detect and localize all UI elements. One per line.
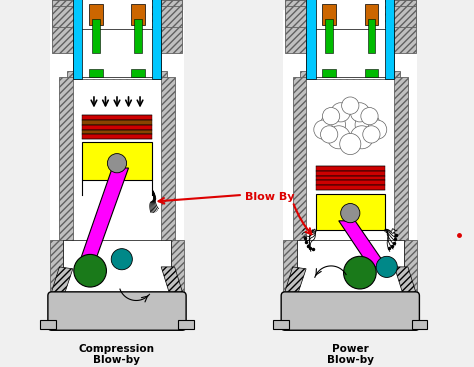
Circle shape <box>320 126 338 143</box>
Bar <box>301 71 400 79</box>
Circle shape <box>342 97 359 114</box>
Bar <box>82 120 152 125</box>
Bar <box>171 240 184 298</box>
Bar <box>297 240 404 298</box>
FancyBboxPatch shape <box>365 69 378 77</box>
Circle shape <box>367 120 387 139</box>
Bar <box>306 29 394 77</box>
Bar <box>82 0 152 79</box>
Polygon shape <box>394 267 418 298</box>
Circle shape <box>320 112 346 137</box>
Circle shape <box>361 108 378 125</box>
Circle shape <box>327 126 350 149</box>
FancyBboxPatch shape <box>322 69 336 77</box>
Text: Compression
Blow-by: Compression Blow-by <box>79 344 155 365</box>
Bar <box>82 134 152 139</box>
Polygon shape <box>81 168 128 259</box>
Bar <box>89 4 102 25</box>
Bar <box>131 4 145 25</box>
Bar <box>67 71 167 79</box>
Circle shape <box>350 103 370 122</box>
Text: Blow By: Blow By <box>245 192 294 202</box>
Circle shape <box>314 120 333 139</box>
Bar <box>161 0 182 53</box>
Bar <box>273 320 289 329</box>
FancyBboxPatch shape <box>89 69 102 77</box>
Bar <box>316 166 385 171</box>
Bar <box>316 181 385 185</box>
Bar <box>412 320 427 329</box>
Bar <box>394 0 416 53</box>
Bar <box>50 10 184 326</box>
Bar <box>365 4 378 25</box>
Circle shape <box>331 103 350 122</box>
Circle shape <box>363 126 380 143</box>
FancyBboxPatch shape <box>131 69 145 77</box>
Bar <box>285 0 416 27</box>
Bar <box>82 142 152 181</box>
Bar <box>40 320 55 329</box>
Circle shape <box>350 126 374 149</box>
Circle shape <box>335 106 365 137</box>
Circle shape <box>355 112 380 137</box>
Circle shape <box>108 154 127 173</box>
Bar <box>316 0 385 79</box>
Bar <box>325 19 333 53</box>
Bar <box>394 77 408 269</box>
Bar <box>52 0 182 27</box>
Bar <box>292 77 306 269</box>
Bar <box>322 4 336 25</box>
Circle shape <box>376 256 397 277</box>
Bar <box>73 29 161 77</box>
Bar <box>306 0 316 79</box>
FancyBboxPatch shape <box>281 292 419 330</box>
Circle shape <box>341 204 360 223</box>
Circle shape <box>74 254 107 287</box>
Bar <box>134 19 142 53</box>
Bar <box>316 194 385 230</box>
Bar <box>316 176 385 181</box>
Polygon shape <box>50 267 73 298</box>
Bar <box>52 6 182 27</box>
Text: Power
Blow-by: Power Blow-by <box>327 344 374 365</box>
Circle shape <box>344 256 376 289</box>
Bar <box>283 240 297 298</box>
Bar <box>404 240 418 298</box>
Bar <box>50 240 63 298</box>
Bar <box>285 6 416 27</box>
Bar <box>316 171 385 176</box>
Circle shape <box>322 108 340 125</box>
Circle shape <box>340 134 361 155</box>
Polygon shape <box>283 267 306 298</box>
Bar <box>92 19 100 53</box>
Bar <box>59 77 73 269</box>
Polygon shape <box>161 267 184 298</box>
Bar <box>161 77 174 269</box>
Bar <box>73 0 82 79</box>
Bar <box>385 0 394 79</box>
Bar <box>367 19 375 53</box>
Bar <box>152 0 161 79</box>
Bar <box>63 240 171 298</box>
Bar <box>82 130 152 134</box>
Bar <box>82 125 152 130</box>
Bar <box>82 115 152 120</box>
FancyBboxPatch shape <box>48 292 186 330</box>
Bar <box>52 0 73 53</box>
Bar <box>178 320 194 329</box>
Bar <box>285 0 306 53</box>
Bar <box>316 185 385 190</box>
Circle shape <box>111 249 132 270</box>
Bar <box>283 10 418 326</box>
Polygon shape <box>339 221 387 267</box>
